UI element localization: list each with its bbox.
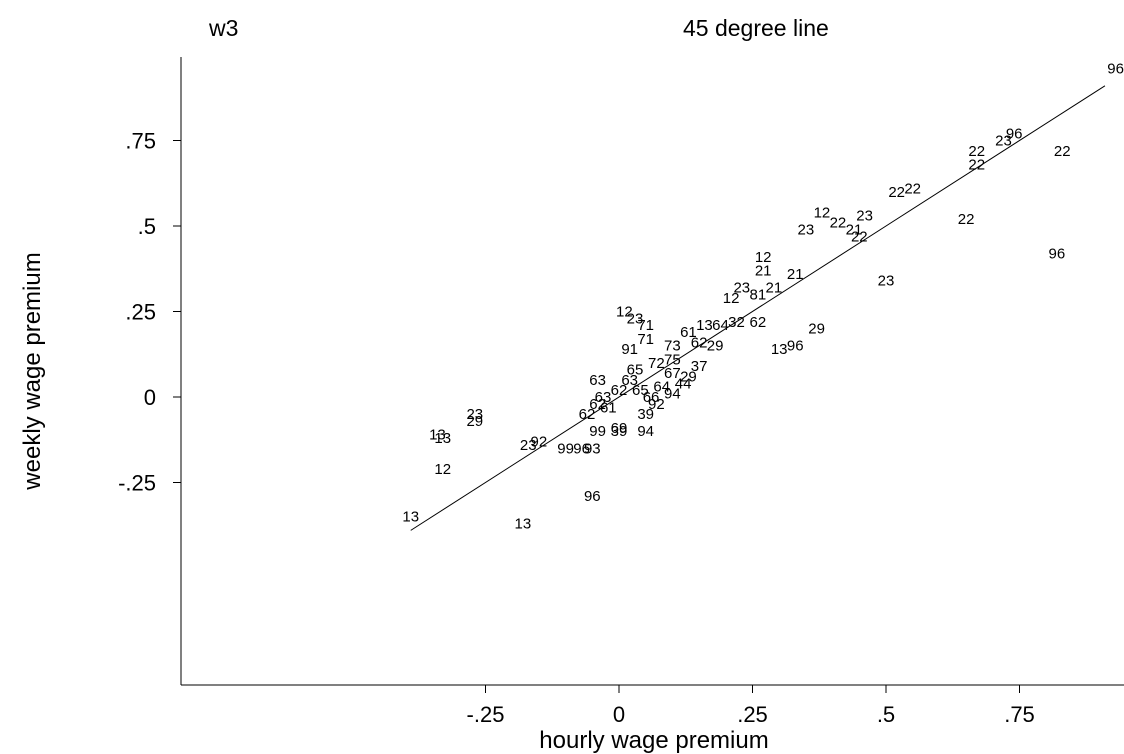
data-point-label: 23: [856, 208, 873, 225]
data-point-label: 23: [466, 406, 483, 423]
y-tick-label: .5: [138, 214, 156, 239]
data-point-label: 67: [664, 365, 681, 382]
data-point-label: 21: [846, 221, 863, 238]
data-point-label: 92: [531, 433, 548, 450]
data-point-label: 64: [653, 379, 670, 396]
data-point-label: 29: [808, 321, 825, 338]
data-point-label: 39: [611, 423, 628, 440]
data-point-label: 65: [632, 382, 649, 399]
data-point-label: 62: [589, 396, 606, 413]
data-point-label: 39: [637, 406, 654, 423]
x-axis-ticks: -.25 0 .25 .5 .75: [467, 685, 1035, 727]
data-point-label: 13: [429, 427, 446, 444]
data-point-label: 22: [888, 184, 905, 201]
data-point-label: 12: [616, 304, 633, 321]
data-point-label: 65: [627, 362, 644, 379]
data-point-label: 62: [611, 382, 628, 399]
data-point-label: 32: [728, 314, 745, 331]
data-point-label: 29: [707, 338, 724, 355]
data-point-label: 96: [1107, 61, 1124, 78]
data-point-label: 22: [830, 215, 847, 232]
y-tick-label: .75: [125, 129, 156, 154]
data-point-label: 22: [904, 180, 921, 197]
data-point-label: 22: [851, 228, 868, 245]
data-point-label: 66: [643, 389, 660, 406]
x-tick-label: .75: [1004, 702, 1035, 727]
data-point-label: 12: [723, 290, 740, 307]
data-point-label: 44: [675, 375, 692, 392]
data-point-label: 29: [680, 368, 697, 385]
data-point-label: 23: [520, 437, 537, 454]
data-point-label: 93: [584, 440, 601, 457]
x-tick-label: -.25: [467, 702, 505, 727]
data-point-label: 73: [664, 338, 681, 355]
data-point-label: 23: [995, 133, 1012, 150]
reference-line-layer: [410, 85, 1106, 531]
data-point-label: 13: [515, 516, 532, 533]
data-point-label: 22: [968, 156, 985, 173]
data-point-label: 23: [798, 221, 815, 238]
data-point-label: 63: [595, 389, 612, 406]
data-point-label: 12: [434, 461, 451, 478]
data-point-label: 12: [755, 249, 772, 266]
data-point-label: 91: [621, 341, 638, 358]
data-point-label: 23: [878, 273, 895, 290]
data-point-label: 96: [787, 338, 804, 355]
data-point-label: 71: [637, 331, 654, 348]
data-point-label: 99: [557, 440, 574, 457]
data-point-label: 22: [1054, 143, 1071, 160]
y-axis-title: weekly wage premium: [19, 252, 46, 490]
y-tick-label: .25: [125, 300, 156, 325]
y-tick-label: -.25: [118, 471, 156, 496]
data-point-label: 75: [664, 351, 681, 368]
data-point-label: 13: [434, 430, 451, 447]
data-point-label: 94: [664, 386, 681, 403]
y-axis-ticks: -.25 0 .25 .5 .75: [118, 129, 181, 496]
legend-label-w3: w3: [208, 15, 238, 41]
data-point-label: 23: [627, 310, 644, 327]
data-point-label: 29: [466, 413, 483, 430]
data-point-label: 62: [579, 406, 596, 423]
data-point-label: 96: [1006, 126, 1023, 143]
data-point-label: 13: [696, 317, 713, 334]
data-point-label: 71: [637, 317, 654, 334]
data-point-label: 96: [1049, 245, 1066, 262]
data-point-label: 12: [814, 204, 831, 221]
data-point-label: 61: [600, 399, 617, 416]
x-tick-label: .5: [877, 702, 895, 727]
data-point-label: 94: [637, 423, 654, 440]
data-point-label: 13: [402, 509, 419, 526]
forty-five-degree-line: [410, 85, 1106, 531]
data-point-label: 64: [712, 317, 729, 334]
data-point-label: 21: [787, 266, 804, 283]
data-point-label: 69: [611, 420, 628, 437]
data-point-label: 21: [766, 280, 783, 297]
x-tick-label: .25: [737, 702, 768, 727]
y-tick-label: 0: [144, 385, 156, 410]
data-point-label: 72: [648, 355, 665, 372]
data-point-label: 62: [749, 314, 766, 331]
data-point-label: 92: [648, 396, 665, 413]
data-point-label: 99: [589, 423, 606, 440]
data-point-label: 63: [589, 372, 606, 389]
data-point-label: 37: [691, 358, 708, 375]
data-point-label: 21: [755, 262, 772, 279]
data-point-label: 63: [621, 372, 638, 389]
x-tick-label: 0: [613, 702, 625, 727]
legend-label-45-degree-line: 45 degree line: [683, 15, 829, 41]
data-point-label: 13: [771, 341, 788, 358]
data-point-label: 96: [584, 488, 601, 505]
data-point-label: 81: [749, 286, 766, 303]
data-point-label: 23: [733, 280, 750, 297]
data-point-label: 61: [680, 324, 697, 341]
data-point-label: 96: [573, 440, 590, 457]
x-axis-title: hourly wage premium: [539, 727, 768, 754]
data-point-label: 62: [691, 334, 708, 351]
data-point-label: 22: [958, 211, 975, 228]
data-point-label: 22: [968, 143, 985, 160]
